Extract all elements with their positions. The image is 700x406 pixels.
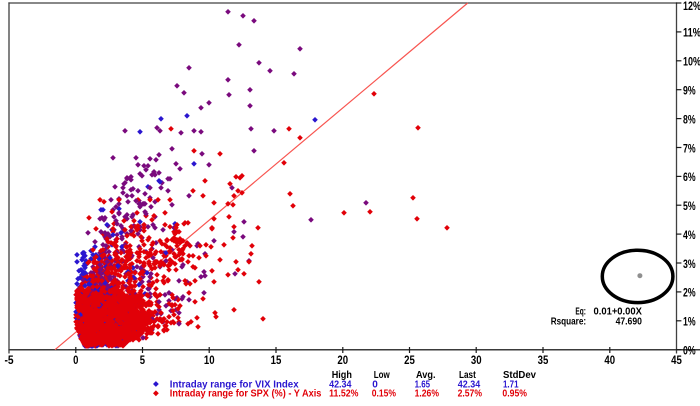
svg-text:20: 20 bbox=[337, 353, 348, 367]
svg-text:11%: 11% bbox=[683, 26, 700, 40]
svg-text:Rsquare:: Rsquare: bbox=[551, 317, 586, 328]
svg-text:25: 25 bbox=[404, 353, 415, 367]
svg-text:1.71: 1.71 bbox=[503, 379, 519, 390]
svg-text:1.65: 1.65 bbox=[415, 379, 431, 390]
svg-text:Intraday range for VIX Index: Intraday range for VIX Index bbox=[170, 379, 299, 390]
svg-text:7%: 7% bbox=[683, 141, 696, 155]
svg-text:11.52%: 11.52% bbox=[329, 389, 358, 400]
svg-text:15: 15 bbox=[271, 353, 282, 367]
svg-text:StdDev: StdDev bbox=[503, 370, 536, 381]
svg-text:Eq:: Eq: bbox=[575, 307, 586, 318]
svg-text:0: 0 bbox=[73, 353, 79, 367]
svg-text:9%: 9% bbox=[683, 84, 696, 98]
svg-text:0.01+0.00X: 0.01+0.00X bbox=[594, 307, 643, 318]
svg-text:0: 0 bbox=[372, 379, 378, 390]
svg-text:10%: 10% bbox=[683, 55, 700, 69]
svg-text:5: 5 bbox=[140, 353, 146, 367]
svg-text:High: High bbox=[332, 370, 352, 381]
svg-text:-5: -5 bbox=[5, 353, 14, 367]
svg-text:5%: 5% bbox=[683, 199, 696, 213]
svg-text:1%: 1% bbox=[683, 315, 696, 329]
svg-text:Avg.: Avg. bbox=[416, 370, 436, 381]
svg-text:35: 35 bbox=[538, 353, 549, 367]
svg-text:3%: 3% bbox=[683, 257, 696, 271]
svg-text:4%: 4% bbox=[683, 228, 696, 242]
svg-text:42.34: 42.34 bbox=[458, 379, 481, 390]
svg-text:30: 30 bbox=[471, 353, 482, 367]
svg-text:45: 45 bbox=[671, 353, 682, 367]
svg-text:2%: 2% bbox=[683, 286, 696, 300]
svg-text:Last: Last bbox=[459, 370, 476, 381]
svg-text:Low: Low bbox=[374, 370, 390, 381]
svg-text:10: 10 bbox=[204, 353, 215, 367]
svg-text:8%: 8% bbox=[683, 112, 696, 126]
svg-text:0.95%: 0.95% bbox=[502, 389, 527, 400]
svg-text:40: 40 bbox=[604, 353, 615, 367]
svg-text:1.26%: 1.26% bbox=[415, 389, 439, 400]
svg-text:47.690: 47.690 bbox=[616, 317, 643, 328]
svg-text:12%: 12% bbox=[683, 0, 700, 13]
svg-text:6%: 6% bbox=[683, 170, 696, 184]
svg-text:0%: 0% bbox=[683, 344, 696, 358]
svg-text:Intraday range for SPX (%) - Y: Intraday range for SPX (%) - Y Axis bbox=[170, 389, 322, 400]
svg-text:0.15%: 0.15% bbox=[372, 389, 396, 400]
svg-text:2.57%: 2.57% bbox=[458, 389, 482, 400]
svg-text:42.34: 42.34 bbox=[329, 379, 352, 390]
